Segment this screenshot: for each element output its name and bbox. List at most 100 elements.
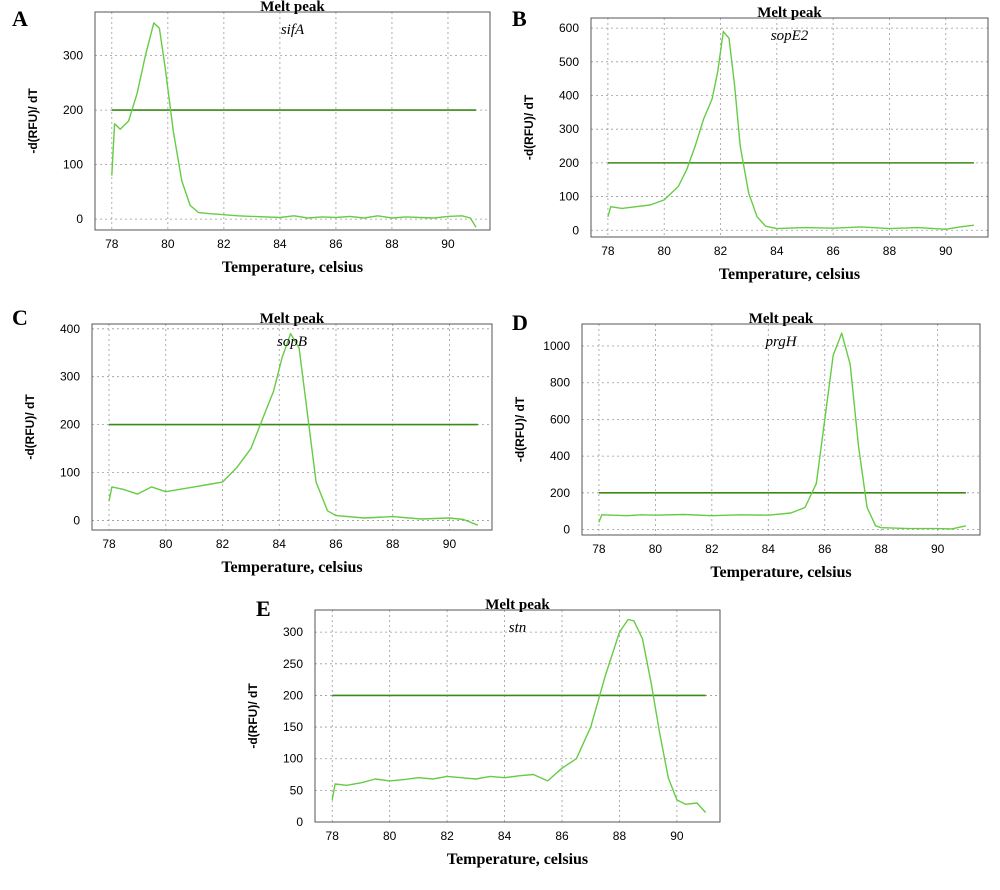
x-tick-label: 90: [670, 829, 684, 843]
x-axis-label: Temperature, celsius: [710, 564, 851, 581]
chart-title: Melt peak: [260, 311, 325, 327]
x-axis-label: Temperature, celsius: [222, 259, 363, 276]
x-tick-label: 78: [102, 537, 116, 551]
x-tick-label: 86: [329, 237, 343, 251]
x-tick-label: 90: [939, 244, 953, 258]
x-tick-label: 90: [443, 537, 457, 551]
y-tick-label: 300: [559, 122, 579, 136]
y-tick-label: 0: [572, 223, 579, 237]
y-tick-label: 0: [76, 212, 83, 226]
y-tick-label: 100: [283, 752, 303, 766]
melt-curve-line: [111, 22, 477, 228]
chart-panel-e: E 78 80 82 84 86 88 90 0 50 100 150 200 250 300 Melt p…: [240, 590, 760, 890]
melt-curve-line: [598, 332, 967, 530]
y-tick-label: 150: [283, 720, 303, 734]
chart-title: Melt peak: [757, 5, 822, 21]
x-tick-label: 84: [498, 829, 512, 843]
melt-chart-c: 78 80 82 84 86 88 90 0 100 200 300 400 Melt peak sopB…: [23, 311, 493, 576]
x-tick-label: 90: [441, 237, 455, 251]
chart-panel-d: D 78 80 82 84 86 88 90 0 200 400 600 800 1000 Melt pe…: [500, 300, 1000, 590]
y-tick-label: 250: [283, 657, 303, 671]
x-axis-label: Temperature, celsius: [221, 559, 362, 576]
x-tick-label: 80: [658, 244, 672, 258]
x-tick-label: 88: [875, 542, 889, 556]
melt-curve-line: [607, 30, 974, 230]
x-tick-label: 82: [217, 237, 231, 251]
melt-chart-d: 78 80 82 84 86 88 90 0 200 400 600 800 1000 Melt peak…: [513, 311, 981, 581]
x-tick-label: 90: [931, 542, 945, 556]
chart-panel-c: C 78 80 82 84 86 88 90 0 100 200 300 400 Melt peak so…: [0, 300, 500, 590]
x-axis-label: Temperature, celsius: [719, 266, 860, 283]
melt-curve-line: [331, 618, 707, 813]
panel-letter-a: A: [12, 6, 28, 31]
x-tick-label: 80: [383, 829, 397, 843]
y-axis-label: -d(RFU)/ dT: [23, 394, 37, 460]
x-tick-label: 84: [273, 537, 287, 551]
plot-frame: [590, 17, 989, 238]
panel-letter-e: E: [256, 596, 271, 621]
x-tick-label: 82: [714, 244, 728, 258]
x-tick-label: 80: [159, 537, 173, 551]
plot-frame: [581, 323, 981, 536]
x-tick-label: 78: [105, 237, 119, 251]
x-tick-label: 78: [592, 542, 606, 556]
gene-label: sifA: [281, 22, 305, 38]
plot-frame: [94, 11, 491, 231]
chart-panel-b: B 78 80 82 84 86 88 90 0 100 200 300 400 500 600 Melt …: [500, 0, 1000, 295]
y-tick-label: 400: [550, 449, 570, 463]
y-tick-label: 300: [283, 625, 303, 639]
plot-frame: [314, 609, 721, 823]
melt-chart-a: 78 80 82 84 86 88 90 0 100 200 300 Melt peak sifA Tem…: [26, 0, 491, 276]
panel-letter-b: B: [512, 6, 527, 31]
y-tick-label: 0: [563, 522, 570, 536]
y-tick-label: 400: [559, 88, 579, 102]
chart-title: Melt peak: [260, 0, 325, 15]
y-tick-label: 100: [60, 466, 80, 480]
plot-frame: [91, 323, 493, 531]
x-tick-label: 82: [216, 537, 230, 551]
x-tick-label: 78: [601, 244, 615, 258]
y-tick-label: 0: [73, 513, 80, 527]
y-tick-label: 100: [559, 190, 579, 204]
y-tick-label: 200: [559, 156, 579, 170]
y-tick-label: 400: [60, 322, 80, 336]
x-tick-label: 82: [705, 542, 719, 556]
y-tick-label: 0: [296, 815, 303, 829]
y-tick-label: 200: [63, 103, 83, 117]
y-tick-label: 500: [559, 55, 579, 69]
x-tick-label: 84: [273, 237, 287, 251]
x-tick-label: 80: [161, 237, 175, 251]
y-axis-label: -d(RFU)/ dT: [26, 88, 40, 154]
x-tick-label: 86: [826, 244, 840, 258]
x-tick-label: 88: [613, 829, 627, 843]
chart-title: Melt peak: [749, 311, 814, 327]
melt-chart-b: 78 80 82 84 86 88 90 0 100 200 300 400 500 600 Melt pe…: [522, 5, 989, 283]
x-tick-label: 88: [883, 244, 897, 258]
y-tick-label: 300: [60, 370, 80, 384]
y-tick-label: 600: [559, 21, 579, 35]
x-tick-label: 82: [440, 829, 454, 843]
x-tick-label: 86: [329, 537, 343, 551]
x-tick-label: 80: [649, 542, 663, 556]
y-tick-label: 200: [283, 688, 303, 702]
x-tick-label: 86: [818, 542, 832, 556]
melt-chart-e: 78 80 82 84 86 88 90 0 50 100 150 200 250 300 Melt pea…: [246, 597, 721, 868]
x-tick-label: 84: [762, 542, 776, 556]
chart-panel-a: A 78 80 82 84 86 88 90 0 100 200 300 Melt peak sifA T…: [0, 0, 500, 295]
y-tick-label: 600: [550, 412, 570, 426]
panel-letter-d: D: [512, 310, 528, 335]
x-tick-label: 78: [326, 829, 340, 843]
y-tick-label: 200: [60, 418, 80, 432]
y-tick-label: 1000: [543, 339, 570, 353]
y-axis-label: -d(RFU)/ dT: [522, 94, 536, 160]
x-tick-label: 88: [385, 237, 399, 251]
y-tick-label: 100: [63, 158, 83, 172]
y-tick-label: 50: [290, 783, 304, 797]
x-tick-label: 86: [555, 829, 569, 843]
x-tick-label: 88: [386, 537, 400, 551]
chart-title: Melt peak: [485, 597, 550, 613]
melt-curve-line: [108, 332, 479, 526]
y-tick-label: 300: [63, 49, 83, 63]
x-axis-label: Temperature, celsius: [447, 851, 588, 868]
x-tick-label: 84: [770, 244, 784, 258]
